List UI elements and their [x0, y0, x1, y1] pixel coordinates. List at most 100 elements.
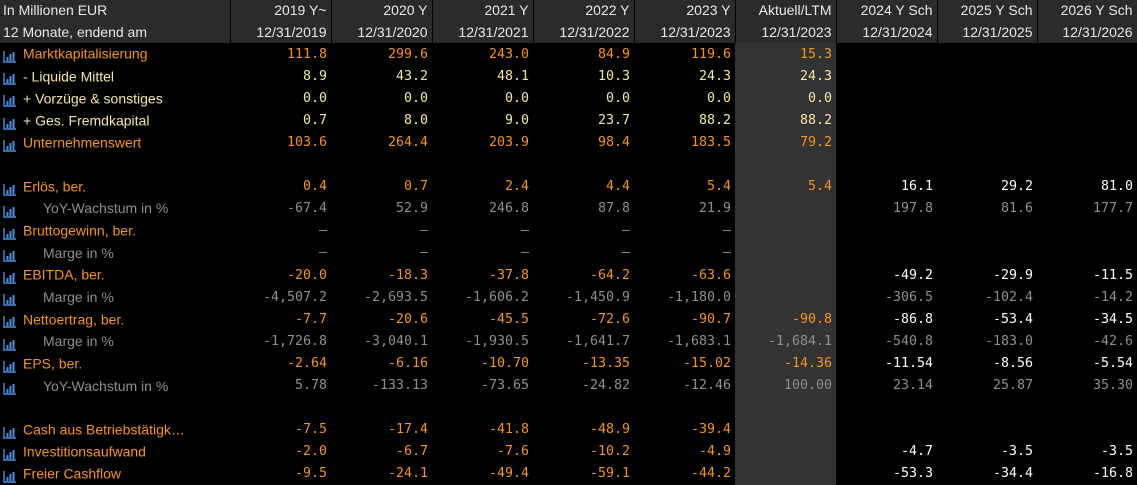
value-cell: -37.8	[488, 267, 529, 283]
value-cell: -42.6	[1092, 334, 1133, 349]
value-cell: -3.5	[1000, 444, 1033, 460]
value-cell	[735, 441, 836, 464]
row-label-cell[interactable]: Marge in %	[0, 287, 230, 309]
bar-chart-icon[interactable]	[3, 48, 17, 63]
column-header-title[interactable]: 2026 Y Sch	[1037, 0, 1137, 22]
row-label-cell[interactable]: Marge in %	[0, 331, 230, 353]
bar-chart-icon[interactable]	[3, 269, 17, 284]
column-header-title[interactable]: 2024 Y Sch	[836, 0, 938, 22]
value-cell: -1,683.1	[666, 334, 731, 349]
row-label-cell[interactable]: Bruttogewinn, ber.	[0, 220, 230, 242]
value-cell: 25.87	[992, 378, 1033, 394]
value-cell: 52.9	[395, 201, 428, 217]
bar-chart-icon[interactable]	[3, 358, 17, 373]
column-header-date: 12/31/2026	[1037, 21, 1137, 44]
bar-chart-icon[interactable]	[3, 291, 17, 306]
value-cell: 9.0	[504, 113, 529, 129]
row-label-cell[interactable]: + Vorzüge & sonstiges	[0, 88, 230, 110]
value-cell	[937, 242, 1037, 264]
value-cell: –	[722, 223, 731, 239]
bar-chart-icon[interactable]	[3, 203, 17, 218]
value-cell: -3,040.1	[363, 334, 428, 349]
table-row: + Vorzüge & sonstiges 0.0 0.0 0.0 0.0 0.0 0.0	[0, 87, 1137, 110]
value-cell: 5.4	[735, 175, 836, 198]
value-cell: -44.2	[690, 466, 731, 482]
bar-chart-icon[interactable]	[3, 92, 17, 108]
value-cell	[1037, 419, 1137, 441]
row-label: Unternehmenswert	[23, 134, 142, 151]
spacer-cell	[836, 397, 937, 419]
spacer-cell	[937, 154, 1037, 176]
bar-chart-icon[interactable]	[3, 313, 17, 329]
value-cell: -34.5	[1092, 311, 1133, 327]
column-header-title[interactable]: 2020 Y	[331, 0, 433, 22]
bar-chart-icon[interactable]	[3, 115, 17, 130]
bar-chart-icon[interactable]	[3, 70, 17, 86]
row-label-cell[interactable]: Investitionsaufwand	[0, 441, 230, 463]
column-header-title[interactable]: 2019 Y~	[230, 0, 332, 22]
value-cell	[937, 43, 1037, 65]
table-row: Marge in % – – – – –	[0, 242, 1137, 265]
row-label-cell[interactable]: + Ges. Fremdkapital	[0, 110, 230, 132]
value-cell: -64.2	[589, 267, 630, 283]
row-label-cell[interactable]: Marge in %	[0, 242, 230, 264]
row-label-cell[interactable]: - Liquide Mittel	[0, 66, 230, 88]
value-cell: -6.16	[387, 356, 428, 372]
value-cell: 35.30	[1092, 378, 1133, 394]
row-label-cell[interactable]: Erlös, ber.	[0, 176, 230, 198]
row-label-cell[interactable]: Unternehmenswert	[0, 132, 230, 154]
value-cell: –	[621, 245, 630, 261]
value-cell	[735, 286, 836, 309]
value-cell	[1037, 132, 1137, 154]
bar-chart-icon[interactable]	[3, 247, 17, 262]
row-label-cell[interactable]: Freier Cashflow	[0, 463, 230, 485]
bar-chart-icon[interactable]	[3, 225, 17, 240]
value-cell: 24.3	[698, 68, 731, 84]
table-row: YoY-Wachstum in % -67.4 52.9 246.8 87.8 21.9 1…	[0, 197, 1137, 221]
value-cell	[937, 419, 1037, 441]
value-cell: -17.4	[387, 422, 428, 438]
row-label: Investitionsaufwand	[23, 443, 146, 460]
table-row: Unternehmenswert 103.6 264.4 203.9 98.4 183.5…	[0, 131, 1137, 155]
row-label-cell[interactable]: EBITDA, ber.	[0, 264, 230, 286]
value-cell	[937, 132, 1037, 154]
value-cell: 10.3	[597, 68, 630, 84]
column-header-title[interactable]: Aktuell/LTM	[735, 0, 837, 22]
bar-chart-icon[interactable]	[3, 137, 17, 152]
spacer-cell	[1037, 154, 1137, 176]
column-header-title[interactable]: 2023 Y	[634, 0, 736, 22]
table-row: Marge in % -4,507.2 -2,693.5 -1,606.2 -1,450…	[0, 286, 1137, 309]
spacer-cell	[634, 154, 735, 176]
table-row: EPS, ber. -2.64 -6.16 -10.70 -13.35 -15.02 -14…	[0, 352, 1137, 376]
row-label-cell[interactable]: Marktkapitalisierung	[0, 43, 230, 65]
bar-chart-icon[interactable]	[3, 468, 17, 483]
bar-chart-icon[interactable]	[3, 446, 17, 461]
row-label-cell[interactable]: EPS, ber.	[0, 353, 230, 375]
value-cell: 0.4	[302, 179, 327, 195]
spacer-cell	[230, 397, 331, 419]
bar-chart-icon[interactable]	[3, 380, 17, 395]
column-header-title[interactable]: 2021 Y	[432, 0, 534, 22]
value-cell: –	[621, 223, 630, 239]
row-label-cell[interactable]: Cash aus Betriebstätigk…	[0, 419, 230, 441]
value-cell: -1,606.2	[464, 289, 529, 305]
spacer-cell	[735, 397, 836, 419]
row-label-cell[interactable]: YoY-Wachstum in %	[0, 375, 230, 397]
value-cell: 43.2	[395, 68, 428, 84]
column-header-title[interactable]: 2022 Y	[533, 0, 635, 22]
value-cell: -14.2	[1092, 289, 1133, 305]
row-label-cell[interactable]: YoY-Wachstum in %	[0, 198, 230, 220]
row-label-cell[interactable]: Nettoertrag, ber.	[0, 309, 230, 331]
value-cell	[735, 242, 836, 265]
value-cell: 29.2	[1000, 179, 1033, 195]
bar-chart-icon[interactable]	[3, 336, 17, 351]
column-header-title[interactable]: 2025 Y Sch	[937, 0, 1038, 22]
table-row: Freier Cashflow -9.5 -24.1 -49.4 -59.1 -44.2 -…	[0, 463, 1137, 485]
value-cell: -1,180.0	[666, 289, 731, 305]
value-cell: -102.4	[984, 289, 1033, 305]
bar-chart-icon[interactable]	[3, 181, 17, 196]
value-cell: -5.54	[1092, 356, 1133, 372]
value-cell: -39.4	[690, 422, 731, 438]
bar-chart-icon[interactable]	[3, 424, 17, 439]
